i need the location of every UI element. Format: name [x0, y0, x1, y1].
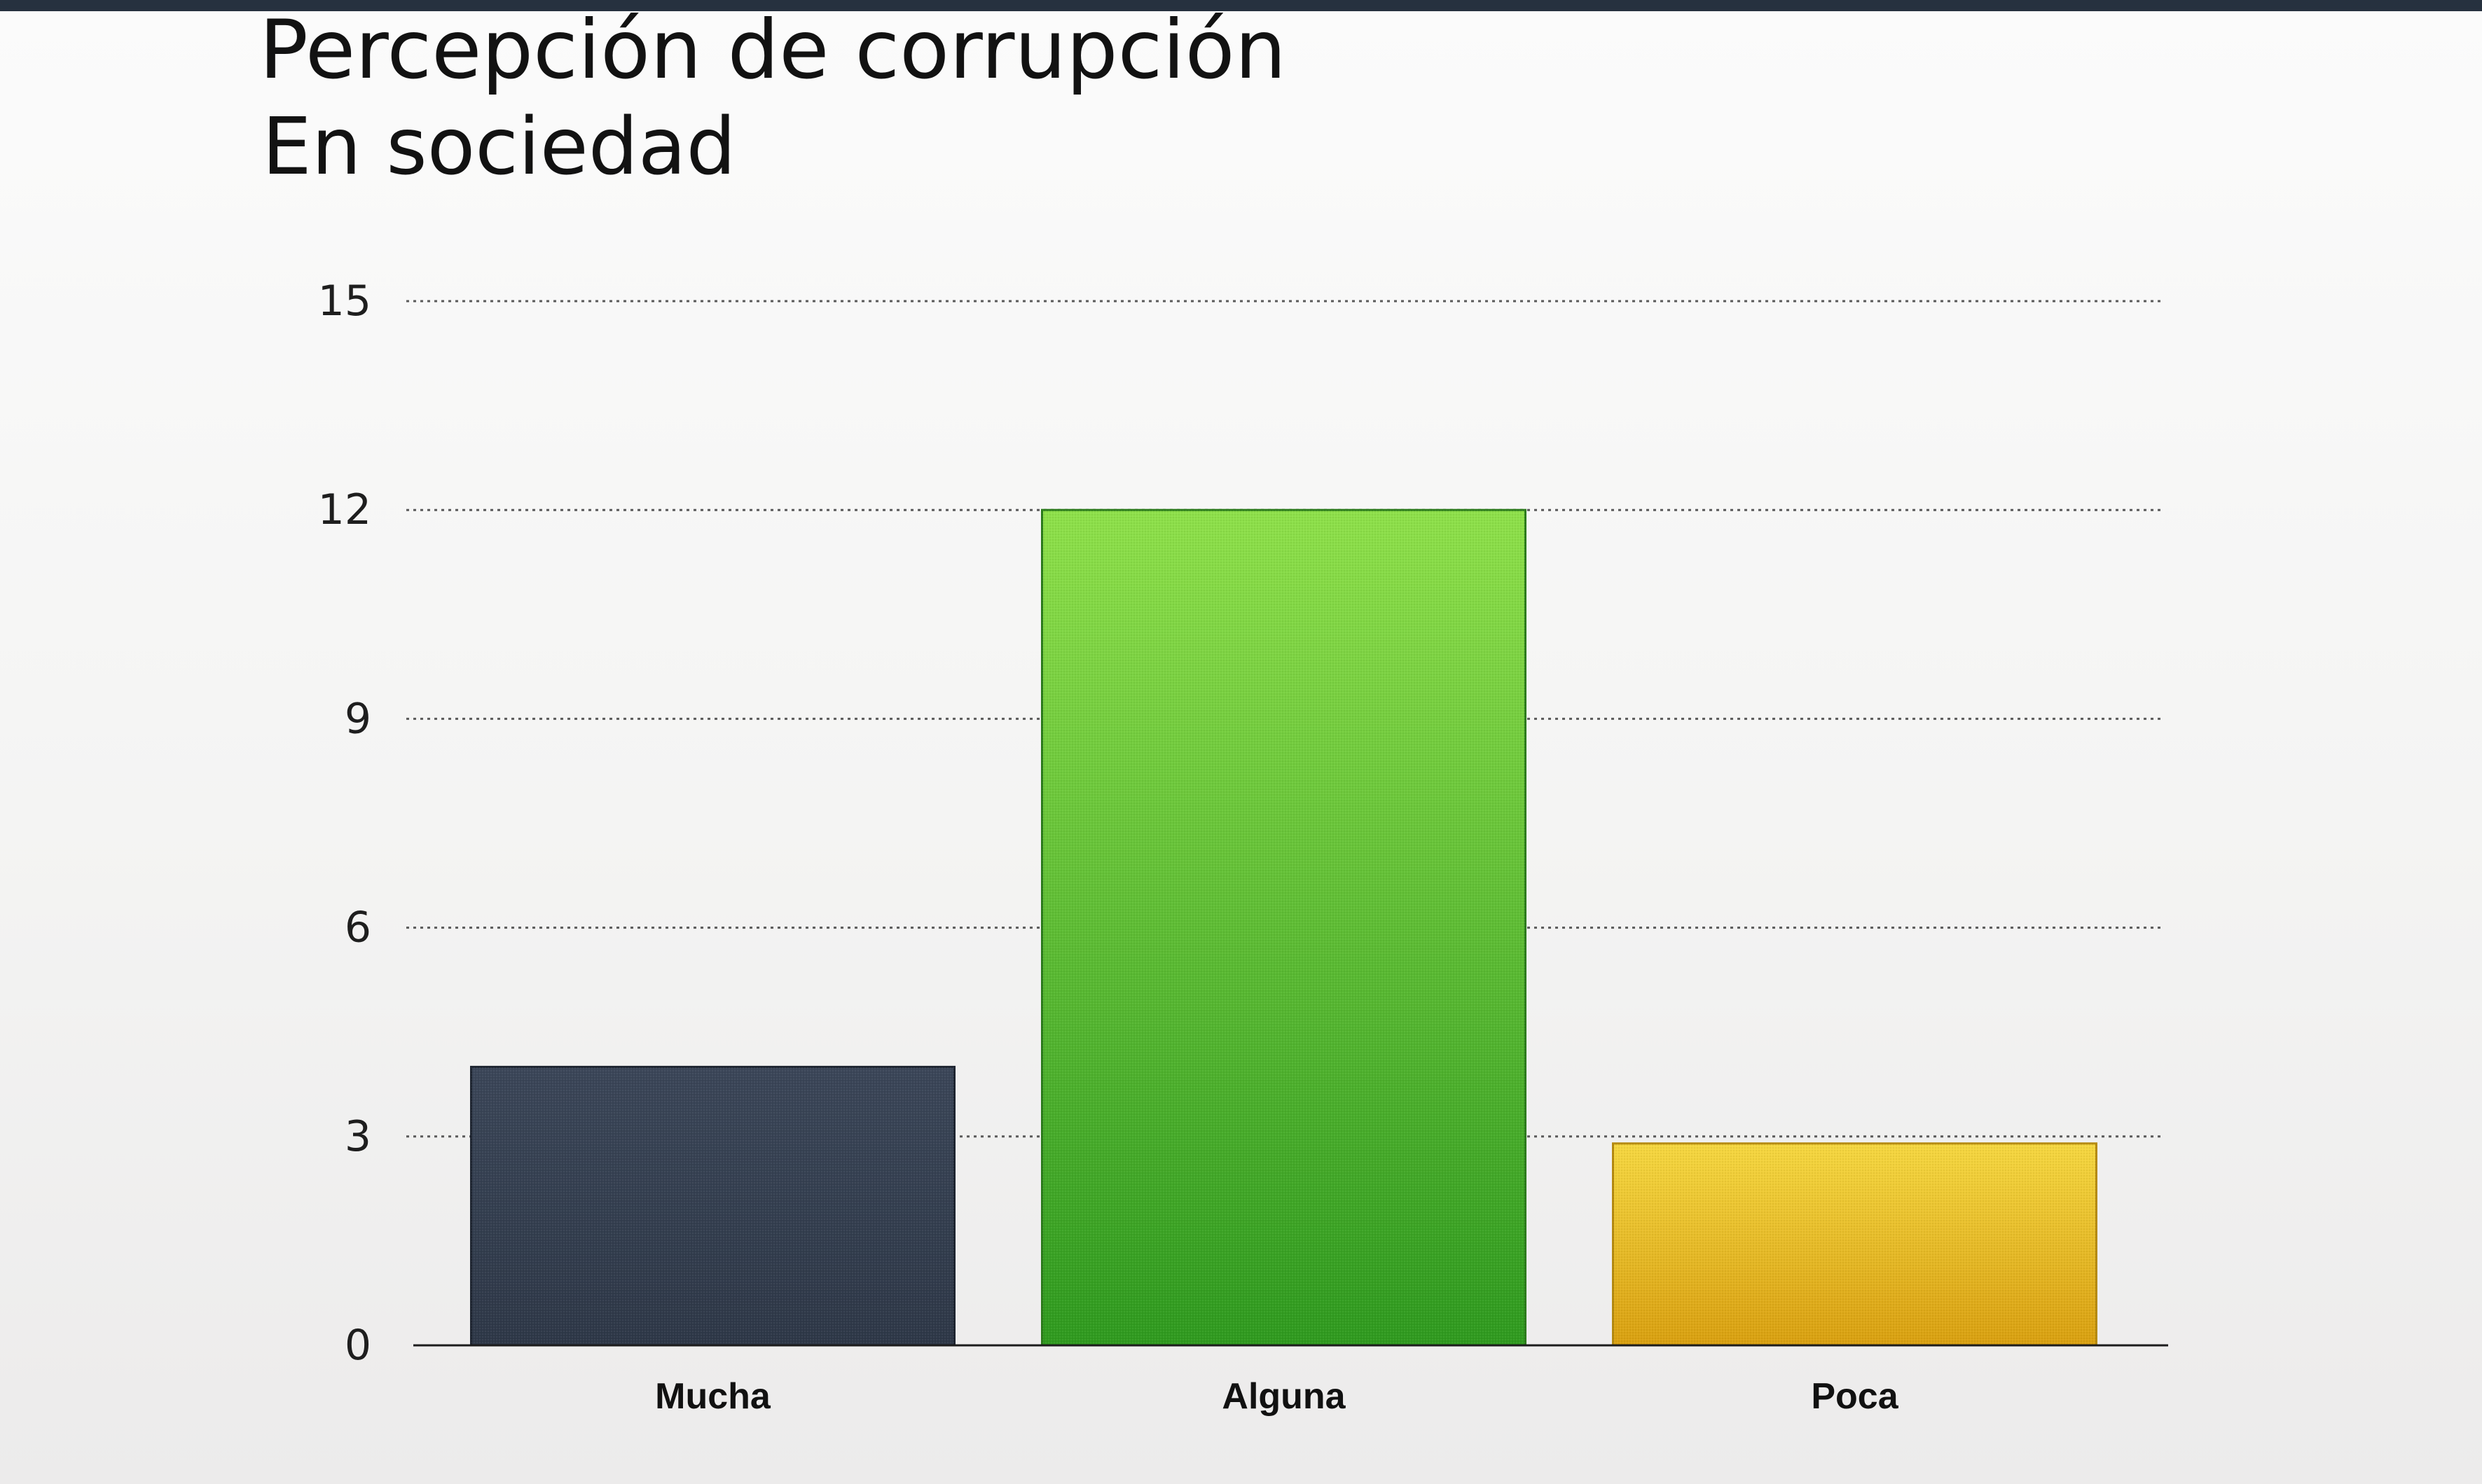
x-label-poca: Poca	[1811, 1376, 1898, 1417]
chart-subtitle: En sociedad	[262, 102, 736, 193]
x-label-mucha: Mucha	[655, 1376, 771, 1417]
y-tick-label-12: 12	[318, 485, 371, 534]
y-tick-label-3: 3	[345, 1112, 371, 1161]
presentation-slide: Percepción de corrupción En sociedad 0 3 6…	[0, 11, 2482, 1484]
bar-texture-poca	[1613, 1143, 2097, 1345]
top-dark-strip	[0, 0, 2482, 11]
y-tick-label-15: 15	[318, 277, 371, 326]
x-label-alguna: Alguna	[1222, 1376, 1346, 1417]
y-tick-label-9: 9	[345, 694, 371, 743]
bars	[470, 508, 2097, 1347]
bar-texture-alguna	[1042, 510, 1526, 1346]
bar-texture-mucha	[471, 1067, 955, 1345]
y-tick-label-0: 0	[345, 1321, 371, 1370]
category-labels: Mucha Alguna Poca	[655, 1376, 1899, 1417]
bar-chart: 0 3 6 9 12 15 Mucha Alguna Poca	[318, 277, 2168, 1417]
y-tick-label-6: 6	[345, 903, 371, 952]
y-axis-ticks: 0 3 6 9 12 15	[318, 277, 371, 1370]
chart-title: Percepción de corrupción	[259, 11, 1287, 97]
